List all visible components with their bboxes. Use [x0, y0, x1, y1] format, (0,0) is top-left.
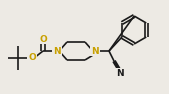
Text: O: O [28, 53, 36, 63]
Text: O: O [39, 34, 47, 44]
Text: N: N [53, 47, 61, 55]
Text: N: N [116, 69, 124, 77]
Text: N: N [91, 47, 99, 55]
